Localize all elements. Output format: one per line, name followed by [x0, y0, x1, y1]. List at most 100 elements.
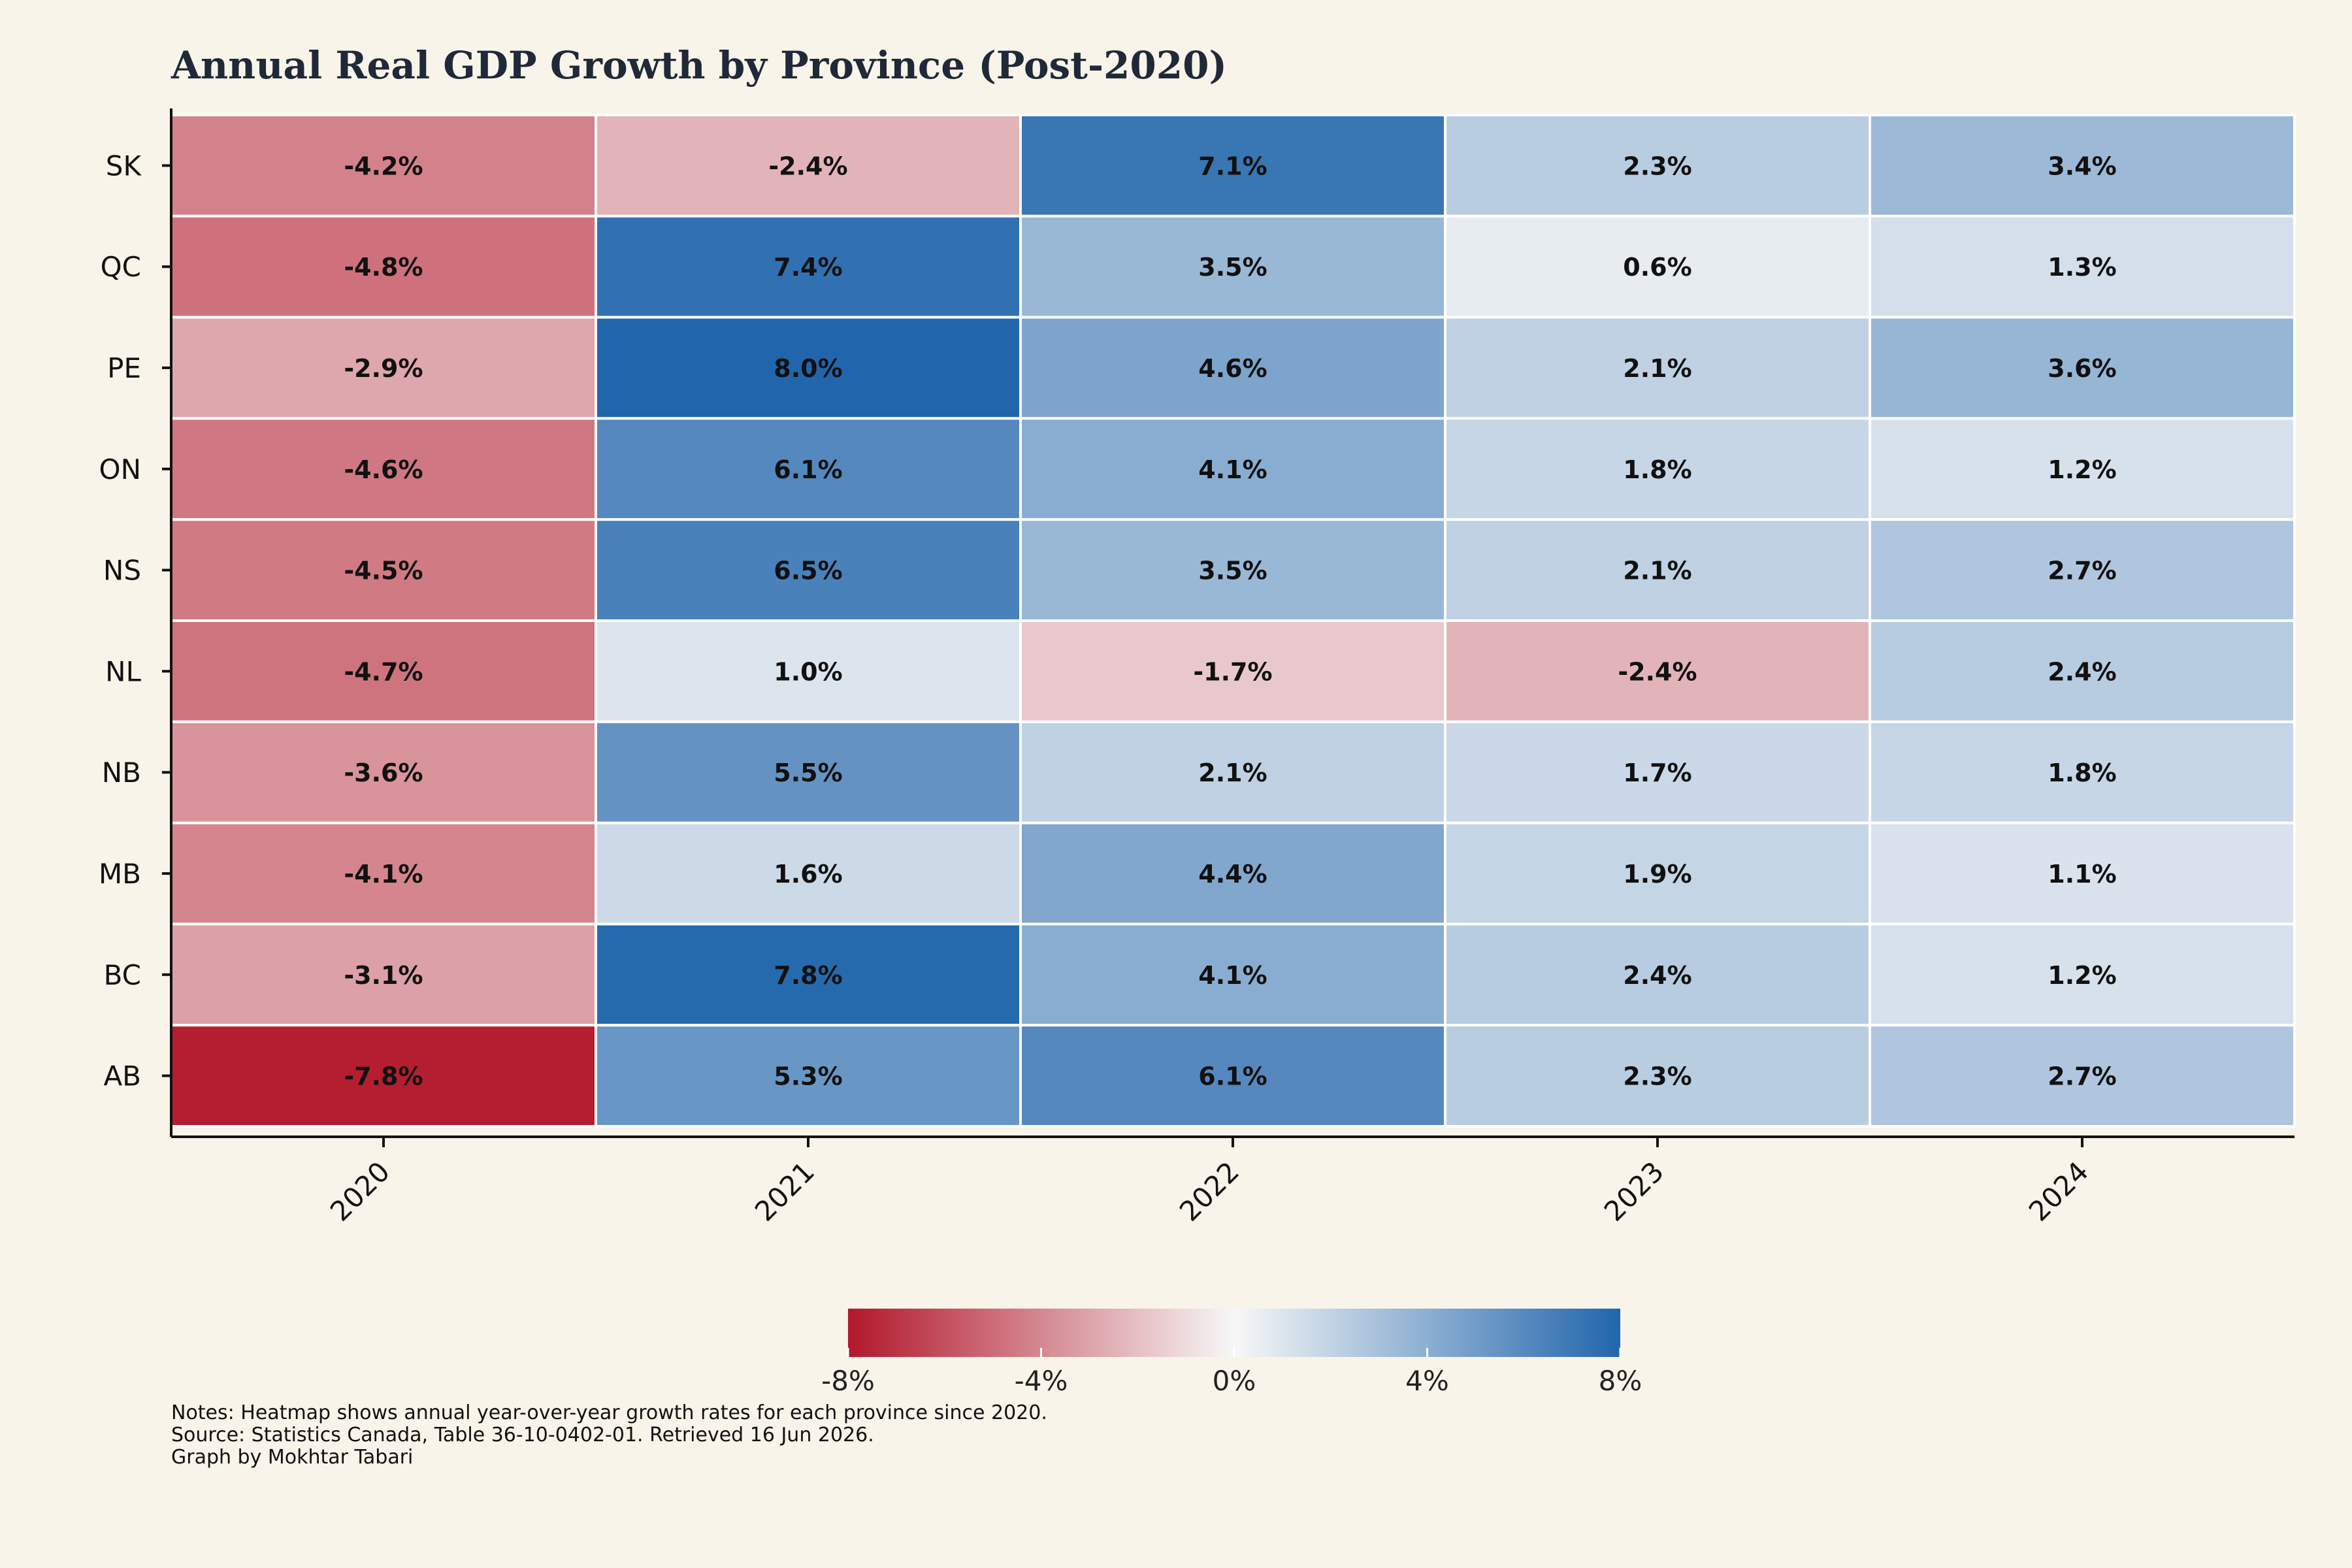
- y-tick-label: NB: [102, 757, 141, 789]
- cell-value-label: 1.8%: [1623, 455, 1691, 484]
- cell-value-label: 7.4%: [774, 253, 842, 282]
- cell-value-label: 7.8%: [774, 961, 842, 990]
- chart-notes: Notes: Heatmap shows annual year-over-ye…: [171, 1402, 1047, 1469]
- heatmap-cell: [170, 518, 597, 623]
- heatmap-cell: [1019, 518, 1446, 623]
- x-tick-label: 2022: [1173, 1155, 1245, 1227]
- cell-value-label: -1.7%: [1193, 657, 1272, 686]
- cell-value-label: -7.8%: [344, 1062, 423, 1091]
- y-tick-label: SK: [106, 150, 142, 182]
- cell-value-label: 4.6%: [1198, 354, 1267, 383]
- heatmap-cell: [1444, 316, 1871, 420]
- heatmap-cell: [1869, 1024, 2296, 1128]
- heatmap-cell: [1869, 619, 2296, 723]
- cell-value-label: 2.1%: [1623, 354, 1691, 383]
- heatmap-cell: [1869, 821, 2296, 926]
- cell-value-label: 1.7%: [1623, 759, 1691, 787]
- colorbar: -8% -4% 0% 4% 8%: [821, 1309, 1642, 1397]
- heatmap-cell: [1019, 214, 1446, 319]
- cell-value-label: 8.0%: [774, 354, 842, 383]
- y-tick-label: BC: [104, 959, 141, 991]
- cell-value-label: -4.8%: [344, 253, 423, 282]
- y-tick-label: PE: [107, 352, 141, 384]
- heatmap-cell: [595, 114, 1022, 218]
- cell-value-label: 2.1%: [1198, 759, 1267, 787]
- heatmap-cell: [1869, 923, 2296, 1027]
- colorbar-tick-label: -4%: [1015, 1365, 1068, 1397]
- cell-value-label: 6.5%: [774, 557, 842, 585]
- cell-value-label: 1.2%: [2048, 455, 2116, 484]
- cell-value-label: -3.1%: [344, 961, 423, 990]
- cell-value-label: 2.7%: [2048, 557, 2116, 585]
- heatmap-cell: [595, 821, 1022, 926]
- y-tick-label: MB: [99, 858, 141, 890]
- heatmap-cell: [1869, 214, 2296, 319]
- cell-value-label: 3.6%: [2048, 354, 2116, 383]
- cell-value-label: 3.5%: [1198, 253, 1267, 282]
- heatmap-cell: [1444, 417, 1871, 521]
- cell-value-label: -3.6%: [344, 759, 423, 787]
- cell-value-label: 1.1%: [2048, 860, 2116, 889]
- heatmap-cell: [1869, 518, 2296, 623]
- cell-value-label: -4.6%: [344, 455, 423, 484]
- heatmap-cell: [1019, 114, 1446, 218]
- cell-value-label: -4.2%: [344, 152, 423, 180]
- heatmap-cell: [595, 619, 1022, 723]
- heatmap-cell: [595, 417, 1022, 521]
- heatmap-cell: [1444, 619, 1871, 723]
- cell-value-label: -4.7%: [344, 657, 423, 686]
- source-line: Source: Statistics Canada, Table 36-10-0…: [171, 1424, 874, 1446]
- heatmap-cell: [170, 114, 597, 218]
- cell-value-label: 1.9%: [1623, 860, 1691, 889]
- cell-value-label: -2.9%: [344, 354, 423, 383]
- cell-value-label: 6.1%: [774, 455, 842, 484]
- colorbar-tick-label: -8%: [821, 1365, 875, 1397]
- heatmap-cell: [170, 1024, 597, 1128]
- cell-value-label: 2.3%: [1623, 152, 1691, 180]
- cell-value-label: 2.1%: [1623, 557, 1691, 585]
- cell-value-label: 1.3%: [2048, 253, 2116, 282]
- cell-value-label: 4.1%: [1198, 961, 1267, 990]
- cell-value-label: 3.5%: [1198, 557, 1267, 585]
- colorbar-tick-label: 8%: [1599, 1365, 1642, 1397]
- heatmap-cell: [595, 923, 1022, 1027]
- x-tick-label: 2021: [749, 1155, 821, 1227]
- notes-line: Notes: Heatmap shows annual year-over-ye…: [171, 1401, 1047, 1424]
- x-tick-label: 2020: [324, 1155, 396, 1227]
- heatmap-cell: [595, 518, 1022, 623]
- heatmap-cell: [595, 316, 1022, 420]
- y-tick-label: NL: [105, 655, 141, 687]
- heatmap-cell: [1869, 417, 2296, 521]
- heatmap-cell: [170, 821, 597, 926]
- cell-value-label: -2.4%: [768, 152, 847, 180]
- cell-value-label: 2.7%: [2048, 1062, 2116, 1091]
- heatmap-cell: [170, 720, 597, 825]
- cell-value-label: 4.4%: [1198, 860, 1267, 889]
- heatmap-cell: [1444, 1024, 1871, 1128]
- heatmap-cell: [595, 1024, 1022, 1128]
- cell-value-label: 3.4%: [2048, 152, 2116, 180]
- heatmap-cell: [1444, 821, 1871, 926]
- x-tick-label: 2023: [1598, 1155, 1670, 1227]
- heatmap-cell: [1019, 619, 1446, 723]
- cell-value-label: 0.6%: [1623, 253, 1691, 282]
- heatmap-cells: -4.2% -2.4% 7.1% 2.3% 3.4% -4.8% 7.4% 3.5% 0.6% 1…: [170, 114, 2296, 1128]
- cell-value-label: 1.0%: [774, 657, 842, 686]
- heatmap-cell: [1019, 1024, 1446, 1128]
- cell-value-label: 1.8%: [2048, 759, 2116, 787]
- cell-value-label: -4.1%: [344, 860, 423, 889]
- y-tick-label: NS: [103, 555, 141, 587]
- cell-value-label: 6.1%: [1198, 1062, 1267, 1091]
- cell-value-label: 2.4%: [1623, 961, 1691, 990]
- cell-value-label: -4.5%: [344, 557, 423, 585]
- y-tick-label: ON: [99, 453, 141, 485]
- cell-value-label: 1.2%: [2048, 961, 2116, 990]
- cell-value-label: 7.1%: [1198, 152, 1267, 180]
- cell-value-label: 5.3%: [774, 1062, 842, 1091]
- colorbar-tick-label: 4%: [1405, 1365, 1449, 1397]
- y-tick-label: AB: [103, 1060, 141, 1092]
- cell-value-label: 1.6%: [774, 860, 842, 889]
- colorbar-tick-label: 0%: [1213, 1365, 1256, 1397]
- y-tick-label: QC: [101, 251, 141, 283]
